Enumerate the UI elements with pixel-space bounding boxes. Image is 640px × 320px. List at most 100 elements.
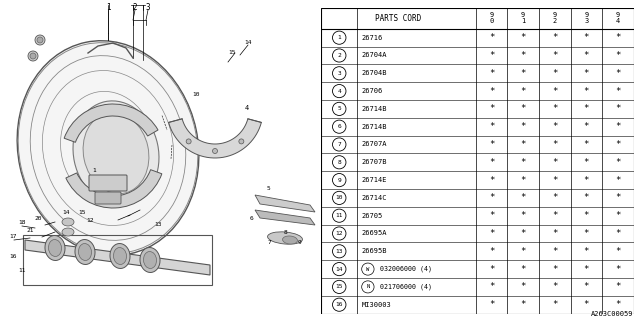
Text: 15: 15 bbox=[335, 284, 343, 289]
Text: *: * bbox=[615, 33, 621, 42]
Text: *: * bbox=[615, 247, 621, 256]
Text: *: * bbox=[584, 211, 589, 220]
Text: 21: 21 bbox=[26, 228, 34, 233]
Text: *: * bbox=[489, 193, 494, 202]
Text: *: * bbox=[584, 104, 589, 113]
Circle shape bbox=[333, 138, 346, 151]
Ellipse shape bbox=[17, 41, 199, 255]
Text: *: * bbox=[520, 140, 526, 149]
Text: *: * bbox=[552, 247, 557, 256]
Text: *: * bbox=[552, 193, 557, 202]
Text: 26707A: 26707A bbox=[362, 141, 387, 148]
Polygon shape bbox=[255, 210, 315, 225]
Text: *: * bbox=[584, 300, 589, 309]
Text: 1: 1 bbox=[92, 167, 96, 172]
Text: *: * bbox=[552, 33, 557, 42]
Text: 5: 5 bbox=[266, 186, 270, 190]
Text: 032006000 (4): 032006000 (4) bbox=[380, 266, 432, 272]
Text: *: * bbox=[552, 104, 557, 113]
Text: 26705: 26705 bbox=[362, 213, 383, 219]
Text: *: * bbox=[520, 211, 526, 220]
Text: *: * bbox=[489, 87, 494, 96]
Wedge shape bbox=[64, 104, 158, 142]
Circle shape bbox=[333, 120, 346, 133]
Text: *: * bbox=[584, 282, 589, 292]
Wedge shape bbox=[66, 170, 162, 208]
Text: *: * bbox=[552, 122, 557, 131]
Text: *: * bbox=[615, 122, 621, 131]
Text: *: * bbox=[584, 265, 589, 274]
Text: *: * bbox=[615, 265, 621, 274]
Ellipse shape bbox=[62, 228, 74, 236]
Circle shape bbox=[333, 245, 346, 258]
Text: *: * bbox=[489, 282, 494, 292]
Circle shape bbox=[333, 209, 346, 222]
Text: 9: 9 bbox=[337, 178, 341, 183]
Text: 7: 7 bbox=[337, 142, 341, 147]
Text: 8: 8 bbox=[284, 230, 288, 236]
Ellipse shape bbox=[62, 218, 74, 226]
Circle shape bbox=[333, 49, 346, 62]
Text: 15: 15 bbox=[78, 210, 86, 214]
Text: 11: 11 bbox=[335, 213, 343, 218]
Circle shape bbox=[362, 281, 374, 293]
Ellipse shape bbox=[73, 101, 159, 205]
Text: 3: 3 bbox=[146, 4, 150, 12]
Text: *: * bbox=[520, 33, 526, 42]
Text: *: * bbox=[520, 176, 526, 185]
Text: 13: 13 bbox=[335, 249, 343, 254]
Text: *: * bbox=[615, 69, 621, 78]
Text: 021706000 (4): 021706000 (4) bbox=[380, 284, 432, 290]
Text: 26714E: 26714E bbox=[362, 177, 387, 183]
Text: *: * bbox=[552, 51, 557, 60]
Text: MI30003: MI30003 bbox=[362, 302, 392, 308]
Text: 4: 4 bbox=[337, 89, 341, 93]
Text: 4: 4 bbox=[245, 105, 249, 111]
Text: *: * bbox=[489, 51, 494, 60]
Ellipse shape bbox=[140, 247, 160, 273]
Polygon shape bbox=[25, 240, 210, 275]
Text: 9: 9 bbox=[298, 239, 302, 244]
Text: 15: 15 bbox=[228, 50, 236, 54]
Ellipse shape bbox=[35, 35, 45, 45]
Text: *: * bbox=[520, 158, 526, 167]
Ellipse shape bbox=[239, 139, 244, 144]
Ellipse shape bbox=[49, 239, 61, 257]
FancyBboxPatch shape bbox=[89, 175, 127, 191]
Text: *: * bbox=[584, 247, 589, 256]
Circle shape bbox=[333, 156, 346, 169]
Text: 12: 12 bbox=[335, 231, 343, 236]
Text: *: * bbox=[552, 176, 557, 185]
Text: 14: 14 bbox=[244, 41, 252, 45]
Text: 8: 8 bbox=[337, 160, 341, 165]
Ellipse shape bbox=[83, 112, 149, 194]
Text: 6: 6 bbox=[250, 215, 254, 220]
Ellipse shape bbox=[110, 244, 130, 268]
Text: *: * bbox=[584, 193, 589, 202]
Text: *: * bbox=[489, 33, 494, 42]
Text: 20: 20 bbox=[35, 215, 42, 220]
Text: *: * bbox=[584, 69, 589, 78]
Text: *: * bbox=[489, 211, 494, 220]
Text: 10: 10 bbox=[192, 92, 200, 98]
Text: 26695A: 26695A bbox=[362, 230, 387, 236]
Text: *: * bbox=[552, 229, 557, 238]
Text: *: * bbox=[520, 69, 526, 78]
Text: 9
0: 9 0 bbox=[490, 12, 494, 24]
Text: *: * bbox=[489, 158, 494, 167]
Text: 11: 11 bbox=[19, 268, 26, 273]
Text: *: * bbox=[615, 158, 621, 167]
Text: *: * bbox=[615, 211, 621, 220]
Text: 16: 16 bbox=[335, 302, 343, 307]
Text: *: * bbox=[520, 229, 526, 238]
Circle shape bbox=[362, 263, 374, 275]
Text: 14: 14 bbox=[335, 267, 343, 272]
Text: N: N bbox=[366, 284, 369, 289]
Text: PARTS CORD: PARTS CORD bbox=[376, 14, 422, 23]
Text: 26714C: 26714C bbox=[362, 195, 387, 201]
Ellipse shape bbox=[79, 244, 92, 260]
Ellipse shape bbox=[75, 239, 95, 265]
Text: *: * bbox=[520, 282, 526, 292]
Polygon shape bbox=[168, 119, 261, 158]
Ellipse shape bbox=[186, 139, 191, 144]
